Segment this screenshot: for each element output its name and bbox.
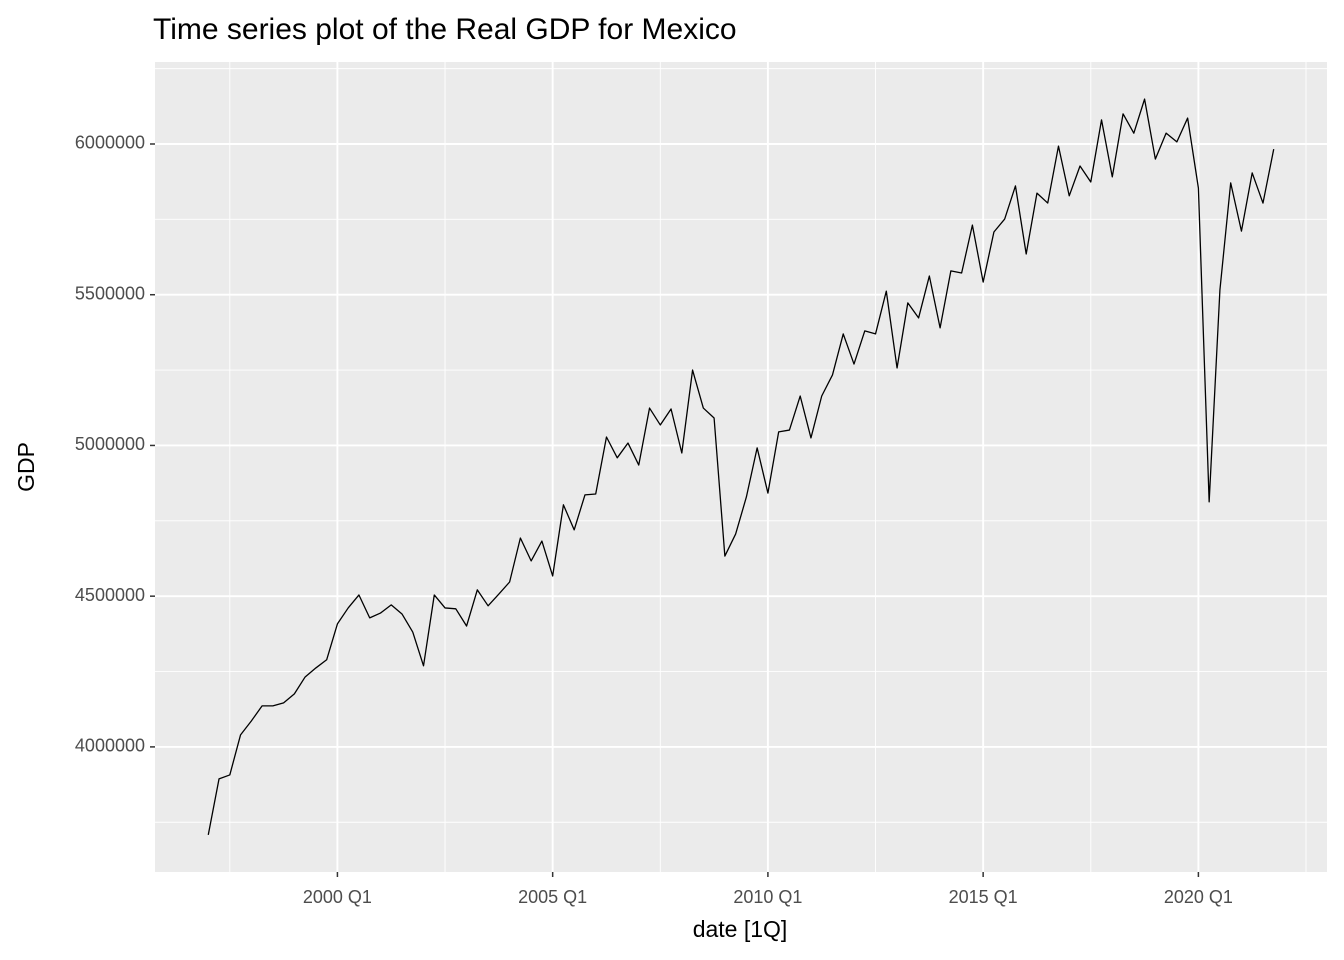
y-tick-label: 6000000 <box>75 133 145 153</box>
x-tick-label: 2010 Q1 <box>733 887 802 907</box>
x-tick-label: 2015 Q1 <box>949 887 1018 907</box>
data-line <box>207 98 1275 836</box>
x-tick-label: 2005 Q1 <box>518 887 587 907</box>
chart-title: Time series plot of the Real GDP for Mex… <box>153 13 737 46</box>
y-tick-label: 4000000 <box>75 736 145 756</box>
y-tick-label: 5000000 <box>75 434 145 454</box>
panel <box>155 62 1327 872</box>
x-axis-title: date [1Q] <box>693 916 788 942</box>
y-tick-label: 4500000 <box>75 585 145 605</box>
x-tick-label: 2020 Q1 <box>1164 887 1233 907</box>
x-tick-label: 2000 Q1 <box>303 887 372 907</box>
y-tick-label: 5500000 <box>75 283 145 303</box>
y-axis-title: GDP <box>13 442 39 492</box>
